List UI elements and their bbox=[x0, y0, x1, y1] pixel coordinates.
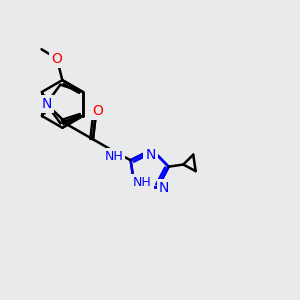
Text: O: O bbox=[52, 52, 62, 66]
Text: N: N bbox=[41, 97, 52, 111]
Text: N: N bbox=[159, 181, 169, 195]
Text: O: O bbox=[92, 104, 103, 118]
Text: N: N bbox=[145, 148, 156, 162]
Text: NH: NH bbox=[104, 150, 123, 163]
Text: NH: NH bbox=[133, 176, 152, 189]
